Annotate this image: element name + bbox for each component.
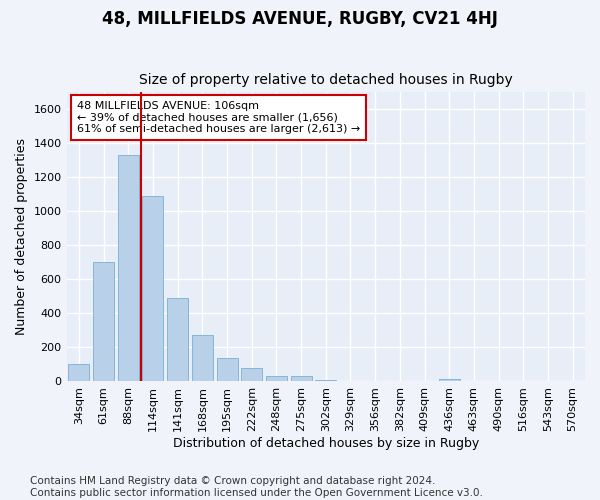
Bar bbox=[290, 376, 311, 382]
Y-axis label: Number of detached properties: Number of detached properties bbox=[15, 138, 28, 336]
Bar bbox=[439, 379, 460, 382]
Bar bbox=[68, 364, 89, 382]
X-axis label: Distribution of detached houses by size in Rugby: Distribution of detached houses by size … bbox=[173, 437, 479, 450]
Bar bbox=[142, 196, 163, 382]
Bar bbox=[167, 298, 188, 382]
Text: 48 MILLFIELDS AVENUE: 106sqm
← 39% of detached houses are smaller (1,656)
61% of: 48 MILLFIELDS AVENUE: 106sqm ← 39% of de… bbox=[77, 101, 360, 134]
Bar bbox=[192, 334, 213, 382]
Bar bbox=[315, 380, 336, 382]
Bar bbox=[217, 358, 238, 382]
Bar bbox=[266, 376, 287, 382]
Text: 48, MILLFIELDS AVENUE, RUGBY, CV21 4HJ: 48, MILLFIELDS AVENUE, RUGBY, CV21 4HJ bbox=[102, 10, 498, 28]
Title: Size of property relative to detached houses in Rugby: Size of property relative to detached ho… bbox=[139, 73, 512, 87]
Bar bbox=[241, 368, 262, 382]
Bar bbox=[93, 262, 114, 382]
Text: Contains HM Land Registry data © Crown copyright and database right 2024.
Contai: Contains HM Land Registry data © Crown c… bbox=[30, 476, 483, 498]
Bar bbox=[118, 156, 139, 382]
